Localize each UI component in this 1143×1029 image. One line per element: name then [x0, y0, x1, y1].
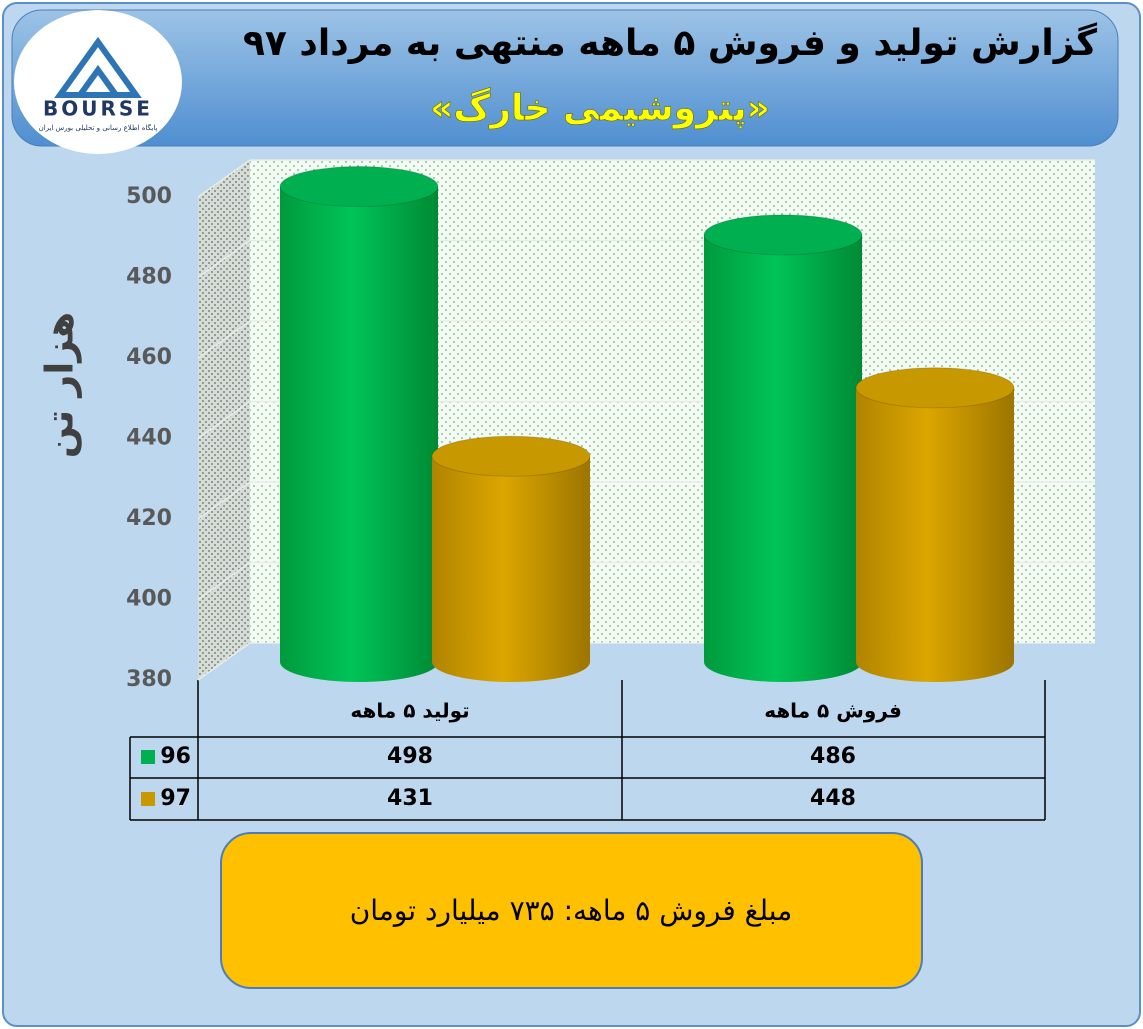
logo-tagline: پایگاه اطلاع رسانی و تحلیلی بورس ایران	[39, 123, 158, 132]
legend-swatch	[141, 750, 155, 764]
y-tick-label: 380	[126, 667, 172, 692]
chart-title: گزارش تولید و فروش ۵ ماهه منتهی به مرداد…	[243, 22, 1097, 64]
grid-line	[197, 320, 251, 359]
logo-badge	[14, 10, 182, 154]
y-tick-label: 400	[126, 587, 172, 612]
cylinder	[703, 214, 863, 682]
note-box	[220, 832, 923, 989]
cylinder	[855, 367, 1015, 682]
logo-name: BOURSE	[43, 97, 153, 121]
note-text: مبلغ فروش ۵ ماهه: ۷۳۵ میلیارد تومان	[350, 894, 793, 927]
grid-line	[197, 642, 251, 681]
data-table	[129, 680, 1046, 821]
grid-line	[197, 400, 251, 440]
x-tick-label: فروش ۵ ماهه	[764, 699, 902, 723]
grid-line	[197, 481, 251, 520]
legend-label: 97	[160, 786, 191, 811]
cylinder-top	[431, 435, 591, 477]
cylinder-body	[280, 186, 438, 683]
y-axis-label: هزار تن	[38, 312, 82, 459]
y-tick-label: 480	[126, 265, 172, 290]
cylinder-body	[432, 456, 590, 682]
logo-icon	[54, 36, 142, 98]
grid-line	[197, 239, 251, 279]
table-value: 498	[387, 744, 433, 769]
cylinder	[431, 435, 591, 682]
legend-label: 96	[160, 744, 191, 769]
grid-line	[197, 561, 251, 601]
x-tick-label: تولید ۵ ماهه	[350, 699, 469, 723]
cylinder-body	[856, 387, 1014, 682]
table-value: 486	[810, 744, 856, 769]
cylinder-top	[703, 214, 863, 256]
y-tick-label: 440	[126, 426, 172, 451]
grid-line	[197, 159, 251, 198]
cylinder-body	[704, 234, 862, 682]
table-value: 448	[810, 786, 856, 811]
cylinder-top	[855, 367, 1015, 409]
cylinder	[279, 166, 439, 683]
y-tick-label: 420	[126, 506, 172, 531]
table-value: 431	[387, 786, 433, 811]
cylinder-top	[279, 166, 439, 208]
legend-swatch	[141, 792, 155, 806]
chart-subtitle: «پتروشیمی خارگ»	[430, 86, 770, 129]
y-tick-label: 500	[126, 184, 172, 209]
title-banner	[11, 9, 1119, 147]
y-tick-label: 460	[126, 345, 172, 370]
